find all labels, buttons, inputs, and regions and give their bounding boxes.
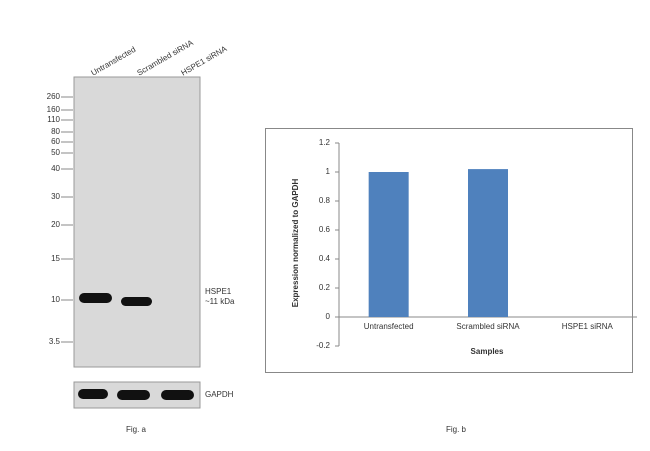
band bbox=[121, 297, 152, 306]
band bbox=[161, 390, 194, 400]
y-axis-label: Expression normalized to GAPDH bbox=[291, 179, 300, 308]
band bbox=[78, 389, 108, 399]
marker-label: 20 bbox=[51, 220, 60, 229]
x-tick-label: HSPE1 siRNA bbox=[562, 322, 614, 331]
chart-frame bbox=[265, 128, 633, 373]
y-tick-label: -0.2 bbox=[316, 341, 330, 350]
band-label: HSPE1 bbox=[205, 287, 232, 296]
x-tick-label: Scrambled siRNA bbox=[456, 322, 520, 331]
marker-label: 110 bbox=[47, 115, 60, 124]
lane-label: Untransfected bbox=[90, 45, 138, 78]
caption: Fig. a bbox=[126, 425, 147, 434]
marker-label: 40 bbox=[51, 164, 60, 173]
marker-label: 15 bbox=[51, 254, 60, 263]
caption: Fig. b bbox=[446, 425, 467, 434]
bar bbox=[368, 172, 409, 317]
y-tick-label: 0.2 bbox=[319, 283, 331, 292]
x-axis-label: Samples bbox=[471, 347, 504, 356]
marker-label: 10 bbox=[51, 295, 60, 304]
y-tick-label: 0.6 bbox=[319, 225, 331, 234]
marker-label: 30 bbox=[51, 192, 60, 201]
marker-label: 60 bbox=[51, 137, 60, 146]
marker-label: 3.5 bbox=[49, 337, 61, 346]
band-size: ~11 kDa bbox=[205, 297, 235, 306]
marker-label: 80 bbox=[51, 127, 60, 136]
blot-panel bbox=[73, 76, 201, 368]
loading-label: GAPDH bbox=[205, 390, 234, 399]
y-tick-label: 0.4 bbox=[319, 254, 331, 263]
bar bbox=[468, 169, 508, 317]
band bbox=[117, 390, 150, 400]
x-tick-label: Untransfected bbox=[364, 322, 414, 331]
y-tick-label: 0 bbox=[326, 312, 331, 321]
band bbox=[79, 293, 112, 303]
marker-label: 50 bbox=[51, 148, 60, 157]
y-tick-label: 0.8 bbox=[319, 196, 331, 205]
y-tick-label: 1.2 bbox=[319, 138, 331, 147]
marker-label: 260 bbox=[47, 92, 61, 101]
marker-label: 160 bbox=[47, 105, 61, 114]
y-tick-label: 1 bbox=[326, 167, 331, 176]
